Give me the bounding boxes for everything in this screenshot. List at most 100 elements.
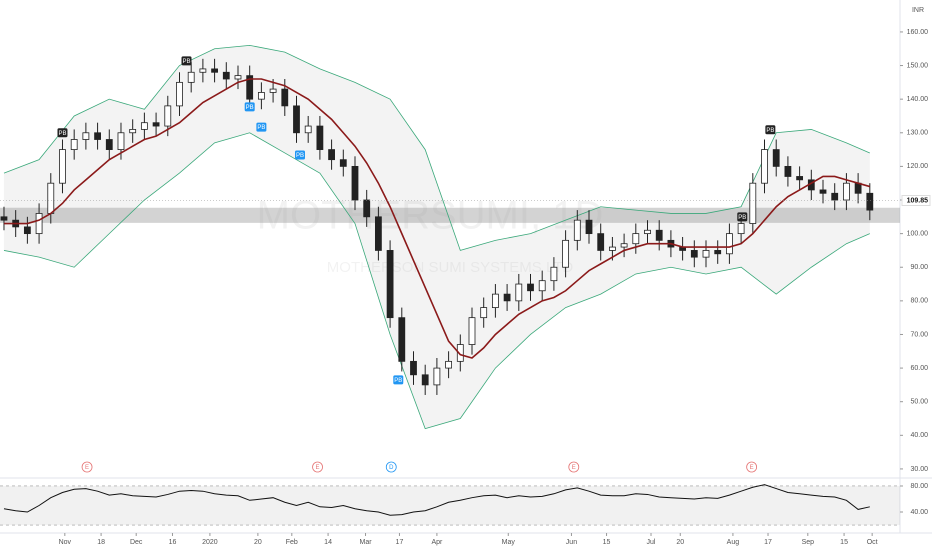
candle-body	[222, 71, 230, 80]
pb-badge	[57, 128, 68, 138]
candle-body	[199, 68, 207, 73]
candle-body	[59, 149, 66, 184]
candle-body	[714, 250, 722, 255]
candle-body	[35, 213, 43, 235]
candle-body	[854, 182, 862, 194]
y-tick-label: 60.00	[910, 365, 928, 372]
candle-body	[363, 199, 371, 218]
candle-body	[772, 149, 780, 167]
candle-body	[761, 149, 768, 184]
candle-body	[293, 105, 300, 134]
candle-body	[433, 367, 441, 386]
y-tick-label: 120.00	[907, 163, 929, 170]
candle-body	[491, 293, 499, 308]
x-tick-label: 15	[603, 539, 611, 546]
x-tick-label: Feb	[286, 539, 298, 546]
y-tick-label: 100.00	[907, 230, 929, 237]
pb-badge	[244, 102, 255, 112]
candle-body	[281, 88, 289, 107]
x-tick-label: 20	[676, 539, 684, 546]
candle-body	[398, 317, 406, 362]
event-marker	[385, 461, 397, 473]
pb-badge	[256, 122, 267, 132]
candle-body	[585, 219, 593, 235]
candle-body	[819, 189, 827, 194]
y-tick-label: 90.00	[910, 264, 928, 271]
candle-body	[94, 132, 101, 140]
candle-body	[23, 226, 31, 235]
event-label: E	[85, 465, 89, 471]
y-tick-label: 50.00	[910, 399, 928, 406]
candle-body	[70, 139, 78, 150]
candle-body	[632, 233, 640, 245]
last-price-label: 109.85	[907, 197, 929, 204]
candle-body	[164, 105, 172, 127]
candle-body	[749, 182, 757, 224]
candle-body	[468, 317, 476, 345]
x-tick-label: Sep	[802, 539, 815, 546]
x-tick-label: 17	[764, 539, 772, 546]
moving-average	[3, 78, 871, 359]
candle-body	[445, 360, 452, 369]
candle-body	[655, 229, 663, 241]
rsi-tick-label: 80.00	[910, 483, 928, 490]
x-tick-label: Oct	[867, 539, 878, 546]
pb-label: PB	[738, 215, 746, 221]
candle-body	[176, 81, 183, 107]
event-label: E	[316, 465, 320, 471]
event-marker	[312, 461, 323, 473]
candle-body	[246, 75, 254, 100]
candle-body	[129, 129, 137, 134]
candle-body	[562, 239, 570, 268]
candle-body	[421, 374, 429, 386]
rsi-tick-label: 40.00	[910, 509, 928, 516]
x-tick-label: Aug	[727, 539, 740, 546]
pb-label: PB	[766, 128, 774, 134]
x-tick-label: May	[502, 539, 516, 546]
candle-body	[374, 216, 382, 251]
candle-body	[339, 159, 347, 167]
event-marker	[81, 461, 93, 473]
candle-body	[573, 219, 581, 241]
currency-label: INR	[912, 7, 924, 14]
x-tick-label: 14	[324, 539, 332, 546]
y-tick-label: 150.00	[907, 62, 929, 69]
candle-body	[726, 233, 733, 255]
candle-body	[831, 192, 839, 201]
x-tick-label: 17	[396, 539, 404, 546]
pb-badge	[181, 56, 192, 66]
candle-body	[105, 139, 113, 150]
candle-body	[351, 165, 359, 201]
candle-body	[527, 283, 534, 292]
candle-body	[515, 283, 523, 302]
x-tick-label: Nov	[59, 539, 72, 546]
y-tick-label: 130.00	[907, 130, 929, 137]
band-upper	[3, 44, 870, 251]
candle-body	[187, 71, 195, 83]
candle-body	[620, 243, 628, 248]
candle-body	[550, 266, 558, 282]
candle-body	[644, 229, 651, 235]
pb-badge	[295, 150, 305, 160]
y-tick-label: 40.00	[910, 432, 928, 439]
candle-body	[737, 223, 745, 235]
candle-body	[609, 246, 616, 251]
x-tick-label: 16	[169, 539, 177, 546]
support-zone	[0, 207, 900, 223]
candle-body	[257, 92, 265, 100]
pb-badge	[765, 125, 776, 135]
candle-body	[843, 182, 850, 201]
candle-body	[784, 165, 792, 177]
y-tick-label: 160.00	[907, 29, 929, 36]
candle-body	[866, 192, 874, 211]
candle-body	[47, 182, 55, 214]
pb-label: PB	[296, 153, 304, 159]
x-tick-label: 18	[97, 539, 105, 546]
candle-body	[304, 125, 312, 134]
candle-body	[117, 132, 125, 150]
candle-body	[316, 125, 324, 150]
x-tick-label: Mar	[359, 539, 372, 546]
event-label: E	[572, 465, 576, 471]
event-label: E	[750, 465, 754, 471]
